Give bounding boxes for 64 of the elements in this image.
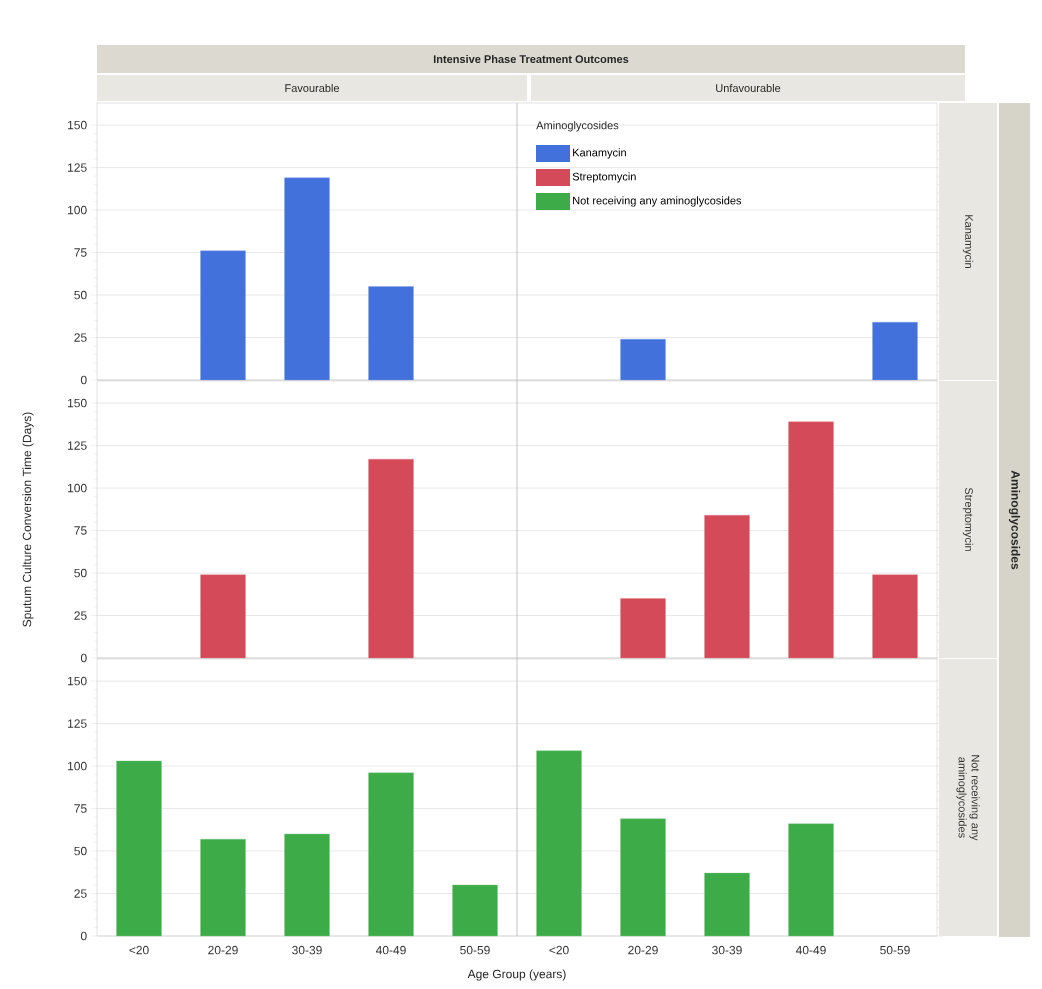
bar bbox=[704, 515, 750, 659]
bar bbox=[704, 872, 750, 937]
y2-axis-title: Not receiving any aminoglycosides bbox=[956, 755, 980, 841]
bar bbox=[284, 833, 330, 937]
y-tick-label: 150 bbox=[68, 676, 87, 686]
y-tick-label: 25 bbox=[74, 889, 87, 898]
bar bbox=[788, 823, 834, 937]
bar bbox=[368, 286, 414, 381]
bar bbox=[536, 750, 582, 937]
bar bbox=[872, 574, 918, 659]
text: Intensive Phase Treatment Outcomes bbox=[433, 54, 629, 64]
y-tick-label: 75 bbox=[74, 804, 87, 813]
x-tick-label: 20-29 bbox=[208, 945, 238, 955]
y2-axis-title: Kanamycin bbox=[962, 215, 974, 268]
legend-label: Kanamycin bbox=[573, 148, 626, 159]
y-tick-label: 0 bbox=[80, 931, 87, 941]
bar bbox=[620, 818, 666, 937]
x-tick-label: 30-39 bbox=[712, 945, 742, 955]
y-tick-label: 75 bbox=[74, 526, 87, 535]
y2-axis-title: Streptomycin bbox=[962, 487, 974, 551]
y-tick-label: 75 bbox=[74, 248, 87, 257]
y-tick-label: 125 bbox=[68, 441, 87, 450]
x-tick-label: 50-59 bbox=[880, 945, 910, 955]
bar bbox=[200, 574, 246, 659]
text: Unfavourable bbox=[716, 83, 781, 93]
bar bbox=[872, 322, 918, 381]
bar bbox=[368, 458, 414, 659]
bar bbox=[452, 884, 498, 937]
legend-label: Not receiving any aminoglycosides bbox=[573, 196, 742, 207]
bar bbox=[368, 772, 414, 937]
y-tick-label: 125 bbox=[68, 719, 87, 728]
y-tick-label: 25 bbox=[74, 333, 87, 342]
x-tick-label: 50-59 bbox=[460, 945, 490, 955]
y-tick-label: 0 bbox=[80, 653, 87, 663]
bar bbox=[200, 838, 246, 937]
y-tick-label: 50 bbox=[74, 568, 87, 578]
y-tick-label: 50 bbox=[74, 290, 87, 300]
x-tick-label: 40-49 bbox=[375, 945, 406, 955]
bar bbox=[788, 421, 834, 659]
y-tick-label: 150 bbox=[68, 120, 87, 130]
text: Favourable bbox=[285, 83, 340, 93]
legend-title: Aminoglycosides bbox=[536, 121, 619, 132]
bar bbox=[620, 339, 666, 381]
bar bbox=[284, 177, 330, 381]
x-tick-label: <20 bbox=[129, 945, 149, 955]
bar bbox=[116, 760, 162, 937]
bar bbox=[620, 598, 666, 659]
y-tick-label: 0 bbox=[80, 375, 87, 385]
y-tick-label: 25 bbox=[74, 611, 87, 620]
x-tick-label: 40-49 bbox=[795, 945, 826, 955]
bar bbox=[200, 250, 246, 381]
y-axis-title: Sputum Culture Conversion Time (Days) bbox=[22, 412, 34, 627]
legend-label: Streptomycin bbox=[572, 172, 636, 183]
x-tick-label: 20-29 bbox=[628, 945, 658, 955]
y-tick-label: 150 bbox=[68, 398, 87, 408]
x-axis-title: Age Group (years) bbox=[467, 969, 566, 981]
y-tick-label: 50 bbox=[74, 846, 87, 856]
y-tick-label: 100 bbox=[68, 483, 87, 493]
y-tick-label: 100 bbox=[68, 205, 87, 215]
x-tick-label: 30-39 bbox=[292, 945, 322, 955]
x-tick-label: <20 bbox=[549, 945, 569, 955]
y-tick-label: 125 bbox=[68, 163, 87, 172]
y-tick-label: 100 bbox=[68, 761, 87, 771]
text: Aminoglycosides bbox=[1008, 470, 1021, 570]
